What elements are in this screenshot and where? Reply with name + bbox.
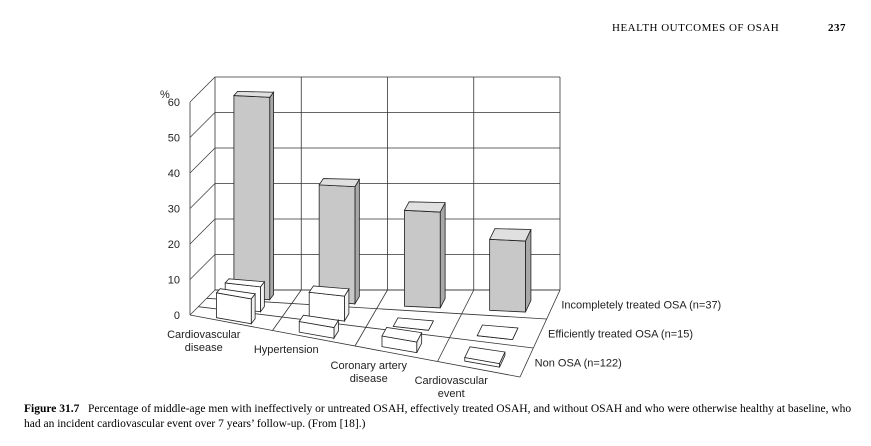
legend-label: Efficiently treated OSA (n=15) bbox=[548, 329, 693, 341]
bar-top bbox=[308, 285, 350, 297]
y-axis-label: % bbox=[160, 89, 170, 101]
chart: 0 10 20 30 40 50 60% Non OSA (n=122) Efficiently… bbox=[160, 76, 721, 378]
bar-side bbox=[354, 177, 360, 306]
grid-line bbox=[189, 76, 560, 103]
bar-top bbox=[381, 327, 423, 343]
y-tick-label: 0 bbox=[174, 310, 180, 322]
bar-top bbox=[403, 201, 446, 213]
x-tick-label: Coronary artery disease bbox=[330, 359, 407, 385]
bar-side bbox=[439, 202, 446, 309]
y-tick-label: 60 bbox=[168, 97, 180, 109]
y-tick-label: 10 bbox=[168, 275, 180, 287]
y-tick-label: 50 bbox=[168, 133, 180, 145]
y-tick-label: 40 bbox=[168, 168, 180, 180]
bar-front bbox=[404, 209, 441, 309]
bar-top bbox=[392, 317, 435, 331]
caption-label: Figure 31.7 bbox=[24, 403, 80, 415]
bar-top bbox=[215, 288, 256, 300]
floor-grid bbox=[272, 289, 302, 331]
bar-top bbox=[476, 324, 519, 341]
x-tick-label: Cardiovascular disease bbox=[167, 328, 241, 354]
grid-line bbox=[189, 112, 560, 138]
running-title: HEALTH OUTCOMES OF OSAH bbox=[612, 22, 780, 34]
floor-grid bbox=[354, 289, 388, 347]
x-tick-label: Hypertension bbox=[253, 344, 319, 357]
caption-text: Percentage of middle-age men with ineffe… bbox=[24, 403, 852, 430]
y-tick-label: 20 bbox=[168, 239, 180, 251]
grid-line bbox=[189, 183, 560, 209]
bar-top bbox=[318, 178, 361, 188]
bar-front bbox=[318, 184, 356, 305]
legend-label: Incompletely treated OSA (n=37) bbox=[561, 300, 721, 312]
floor-edge bbox=[519, 289, 561, 378]
y-tick-label: 30 bbox=[168, 204, 180, 216]
bar-side bbox=[269, 91, 274, 301]
legend-label: Non OSA (n=122) bbox=[535, 358, 622, 370]
bar-top bbox=[464, 346, 506, 365]
bar-top bbox=[298, 314, 340, 329]
bar-front bbox=[233, 95, 271, 301]
bar-top bbox=[233, 91, 275, 98]
floor-grid bbox=[437, 289, 475, 362]
bar-top bbox=[489, 228, 532, 242]
grid-line bbox=[189, 147, 560, 174]
x-tick-label: Cardiovascular event bbox=[414, 375, 488, 401]
bar-top bbox=[224, 278, 266, 288]
bar-side bbox=[525, 229, 532, 313]
bar-front bbox=[489, 238, 526, 313]
caption: Figure 31.7 Percentage of middle-age men… bbox=[24, 402, 854, 432]
page-number: 237 bbox=[828, 22, 846, 34]
